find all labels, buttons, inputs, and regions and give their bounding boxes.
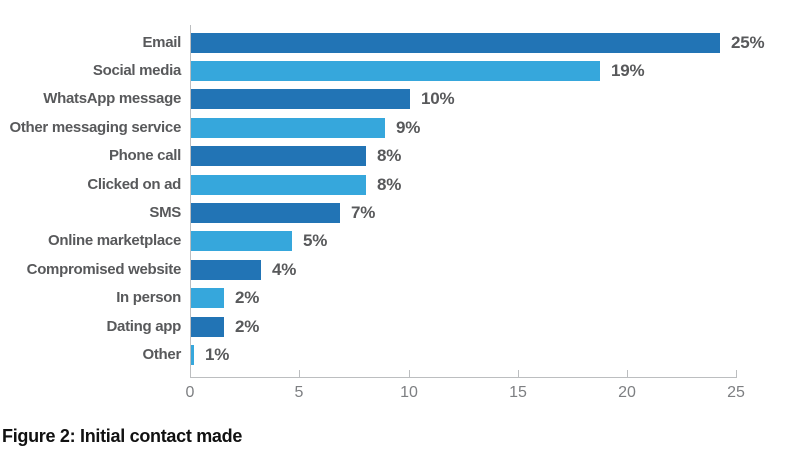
category-label: Social media: [92, 62, 181, 79]
x-axis-tick-label: 25: [727, 384, 745, 401]
bar: [191, 231, 292, 251]
x-axis-tick-label: 10: [400, 384, 418, 401]
bar: [191, 288, 224, 308]
x-axis-tick: [409, 370, 410, 377]
value-label: 5%: [303, 231, 328, 250]
bar: [191, 118, 385, 138]
y-axis-line: [190, 25, 191, 378]
category-label: Phone call: [108, 147, 181, 164]
category-label: Compromised website: [26, 261, 182, 278]
bar: [191, 61, 600, 81]
category-label: SMS: [149, 204, 181, 221]
category-label: Email: [142, 34, 181, 51]
x-axis-tick: [627, 370, 628, 377]
category-label: Other: [142, 346, 181, 363]
bar: [191, 345, 194, 365]
x-axis-tick-label: 20: [618, 384, 636, 401]
value-label: 19%: [611, 61, 645, 80]
x-axis-line: [190, 377, 737, 378]
bar: [191, 203, 340, 223]
x-axis-tick-label: 15: [509, 384, 527, 401]
x-axis-tick-label: 5: [294, 384, 304, 401]
category-label: Online marketplace: [48, 232, 181, 249]
value-label: 4%: [272, 260, 297, 279]
value-label: 2%: [235, 317, 260, 336]
x-axis-tick: [736, 370, 737, 377]
value-label: 9%: [396, 118, 421, 137]
bar: [191, 317, 224, 337]
category-label: In person: [116, 289, 181, 306]
figure-caption: Figure 2: Initial contact made: [2, 426, 243, 446]
value-label: 1%: [205, 345, 230, 364]
x-axis-tick: [518, 370, 519, 377]
value-label: 8%: [377, 146, 402, 165]
category-label: Other messaging service: [9, 119, 181, 136]
x-axis-tick: [299, 370, 300, 377]
bar: [191, 260, 261, 280]
category-label: WhatsApp message: [43, 90, 181, 107]
value-label: 8%: [377, 175, 402, 194]
value-label: 25%: [731, 33, 765, 52]
value-label: 2%: [235, 288, 260, 307]
value-label: 10%: [421, 89, 455, 108]
bar: [191, 175, 366, 195]
value-label: 7%: [351, 203, 376, 222]
category-label: Clicked on ad: [87, 176, 181, 193]
bar: [191, 89, 410, 109]
bar: [191, 33, 720, 53]
category-label: Dating app: [106, 318, 182, 335]
bar: [191, 146, 366, 166]
x-axis-tick-label: 0: [185, 384, 195, 401]
